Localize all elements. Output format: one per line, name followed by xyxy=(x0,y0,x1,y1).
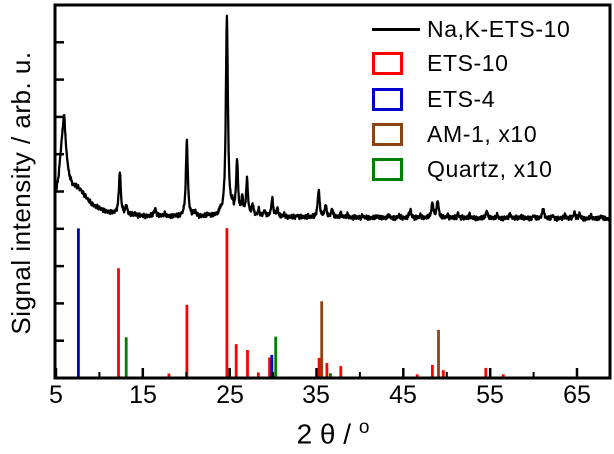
legend-label: Quartz, x10 xyxy=(427,156,553,182)
legend-label: Na,K-ETS-10 xyxy=(427,16,571,42)
legend-item-ets4: ETS-4 xyxy=(372,87,614,113)
y-axis-title: Signal intensity / arb. u. xyxy=(6,51,36,335)
x-axis-title-text: 2 θ / xyxy=(296,418,359,450)
x-axis-tick-labels: 5 15 25 35 45 55 65 xyxy=(0,381,614,413)
legend: Na,K-ETS-10 ETS-10 ETS-4 AM-1, x10 Quart… xyxy=(372,0,614,195)
x-tick-label: 35 xyxy=(302,381,330,409)
legend-label: AM-1, x10 xyxy=(427,121,538,147)
x-tick-label: 5 xyxy=(49,381,63,409)
box-swatch-icon xyxy=(372,123,403,146)
box-swatch-icon xyxy=(372,158,403,181)
x-tick-label: 65 xyxy=(563,381,591,409)
x-tick-label: 15 xyxy=(129,381,157,409)
legend-item-nakets10: Na,K-ETS-10 xyxy=(372,17,614,43)
legend-item-am1: AM-1, x10 xyxy=(372,122,614,148)
legend-item-quartz: Quartz, x10 xyxy=(372,157,614,183)
xrd-trace xyxy=(54,14,612,222)
box-swatch-icon xyxy=(372,88,403,111)
legend-item-ets10: ETS-10 xyxy=(372,51,614,77)
legend-label: ETS-10 xyxy=(427,50,509,76)
x-tick-label: 45 xyxy=(389,381,417,409)
plot-frame xyxy=(53,3,612,380)
box-swatch-icon xyxy=(372,52,403,75)
legend-label: ETS-4 xyxy=(427,86,496,112)
line-swatch-icon xyxy=(372,28,420,31)
degree-superscript: o xyxy=(358,417,370,438)
x-tick-label: 25 xyxy=(216,381,244,409)
x-axis-title: 2 θ / o xyxy=(233,413,433,449)
x-tick-label: 55 xyxy=(476,381,504,409)
